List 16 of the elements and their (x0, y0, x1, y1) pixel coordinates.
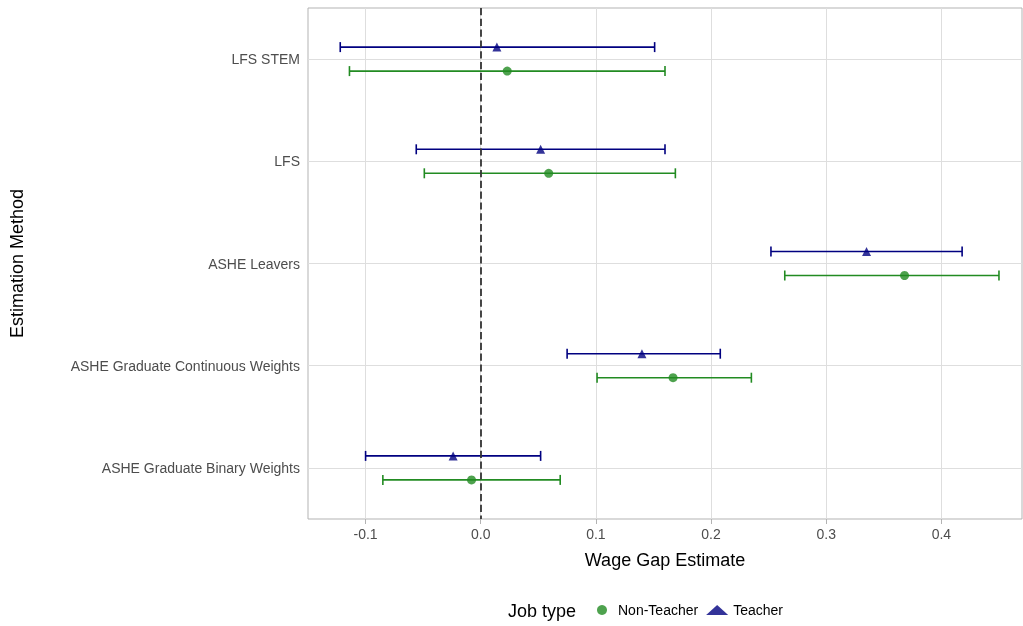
y-axis-title: Estimation Method (7, 188, 27, 339)
x-tick-label: -0.1 (353, 526, 378, 542)
legend-label: Non-Teacher (618, 602, 699, 618)
y-tick-label: ASHE Graduate Binary Weights (101, 459, 300, 476)
x-tick-label: 0.4 (931, 526, 952, 542)
y-tick-label: LFS (274, 153, 300, 170)
x-tick-label: 0.0 (471, 526, 491, 542)
x-tick-label: 0.1 (586, 526, 606, 542)
x-tick-label: 0.3 (816, 526, 837, 542)
y-tick-label: ASHE Leavers (208, 255, 300, 272)
y-tick-label: LFS STEM (231, 51, 300, 68)
x-tick-label: 0.2 (701, 526, 722, 542)
x-axis-title: Wage Gap Estimate (584, 550, 746, 570)
legend-title: Job type (508, 601, 577, 621)
y-tick-label: ASHE Graduate Continuous Weights (70, 357, 300, 374)
legend-label: Teacher (733, 602, 784, 618)
